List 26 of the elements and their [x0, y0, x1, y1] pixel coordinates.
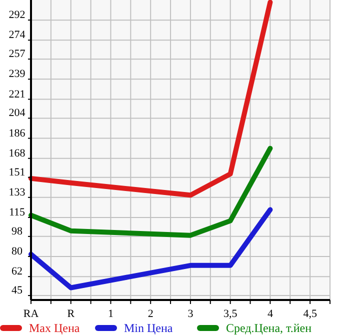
x-tick-label: 4,5	[303, 308, 318, 320]
y-tick-label: 115	[8, 206, 26, 218]
y-tick-label: 80	[12, 246, 23, 258]
legend-label: Min Цена	[124, 321, 174, 335]
x-tick-label: 2	[148, 308, 154, 320]
y-tick-label: 45	[12, 284, 23, 297]
x-tick-label: 4	[267, 308, 274, 320]
y-tick-label: 221	[8, 88, 26, 100]
y-tick-label: 204	[8, 107, 26, 120]
y-tick-label: 62	[12, 266, 22, 278]
legend-label: Max Цена	[29, 321, 80, 335]
x-tick-label: RA	[23, 308, 39, 320]
x-tick-label: 3	[188, 308, 194, 320]
y-tick-label: 257	[8, 48, 26, 60]
x-tick-label: 1	[108, 308, 114, 320]
y-tick-label: 168	[8, 147, 26, 160]
y-tick-label: 186	[8, 127, 26, 140]
y-tick-label: 98	[12, 225, 23, 238]
x-tick-label: 3,5	[223, 308, 238, 320]
y-tick-label: 151	[8, 166, 26, 178]
y-tick-label: 274	[8, 29, 26, 42]
y-tick-label: 239	[8, 68, 26, 80]
x-tick-label: R	[67, 308, 76, 320]
legend-label: Сред.Цена, т.йен	[226, 321, 312, 335]
y-tick-label: 292	[8, 9, 26, 22]
y-tick-label: 133	[8, 186, 26, 198]
